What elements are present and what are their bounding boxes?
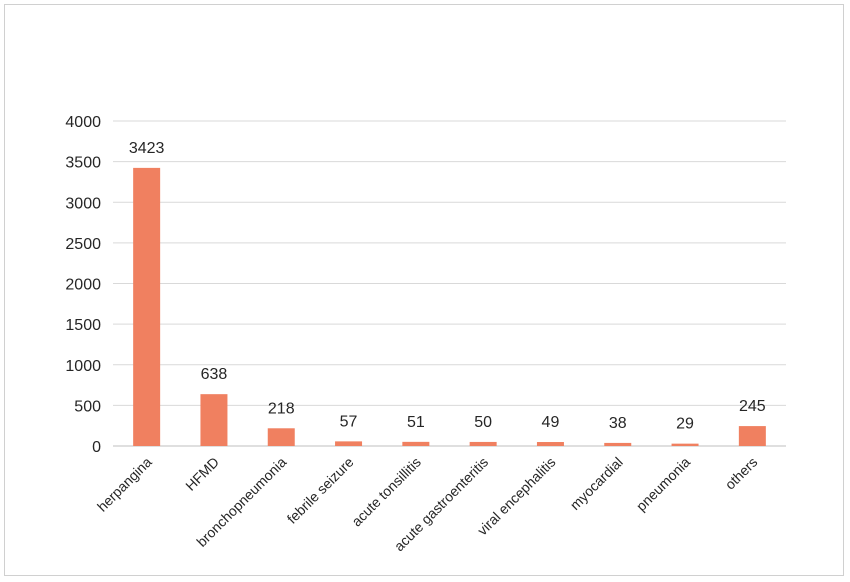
y-tick-label: 1000 bbox=[65, 358, 101, 375]
bar-hfmd bbox=[200, 394, 228, 446]
bar-herpangina bbox=[133, 167, 161, 446]
data-label: 245 bbox=[739, 398, 766, 415]
bar-bronchopneumonia bbox=[267, 428, 295, 446]
data-label: 29 bbox=[676, 416, 694, 433]
y-tick-label: 0 bbox=[92, 439, 101, 456]
data-label: 49 bbox=[542, 414, 560, 431]
data-label: 57 bbox=[340, 413, 358, 430]
y-tick-label: 2500 bbox=[65, 236, 101, 253]
data-label: 51 bbox=[407, 414, 425, 431]
x-category-label: acute tonsillitis bbox=[348, 454, 424, 530]
bar-acute-tonsillitis bbox=[402, 441, 430, 446]
y-tick-label: 3500 bbox=[65, 155, 101, 172]
x-category-label: pneumonia bbox=[633, 454, 693, 514]
bars bbox=[133, 167, 766, 446]
data-label: 50 bbox=[474, 414, 492, 431]
bar-viral-encephalitis bbox=[536, 442, 564, 446]
data-label: 3423 bbox=[129, 140, 165, 157]
bar-myocardial bbox=[604, 442, 632, 446]
data-label: 38 bbox=[609, 415, 627, 432]
bar-febrile-seizure bbox=[335, 441, 363, 446]
bar-acute-gastroenteritis bbox=[469, 441, 497, 446]
y-tick-label: 500 bbox=[74, 398, 101, 415]
x-category-label: myocardial bbox=[567, 454, 626, 513]
y-axis-ticks: 0 500 1000 1500 2000 2500 3000 3500 4000 bbox=[65, 114, 101, 456]
bar-pneumonia bbox=[671, 443, 699, 446]
data-label: 218 bbox=[268, 400, 295, 417]
y-tick-label: 2000 bbox=[65, 277, 101, 294]
y-tick-label: 3000 bbox=[65, 195, 101, 212]
x-category-label: others bbox=[722, 454, 761, 493]
data-label: 638 bbox=[201, 366, 228, 383]
y-tick-label: 4000 bbox=[65, 114, 101, 131]
data-labels: 3423 638 218 57 51 50 49 38 29 245 bbox=[129, 140, 766, 433]
x-category-label: febrile seizure bbox=[284, 454, 357, 527]
bar-others bbox=[738, 426, 766, 446]
y-tick-label: 1500 bbox=[65, 317, 101, 334]
x-category-label: herpangina bbox=[94, 454, 155, 515]
x-category-label: HFMD bbox=[182, 454, 222, 494]
